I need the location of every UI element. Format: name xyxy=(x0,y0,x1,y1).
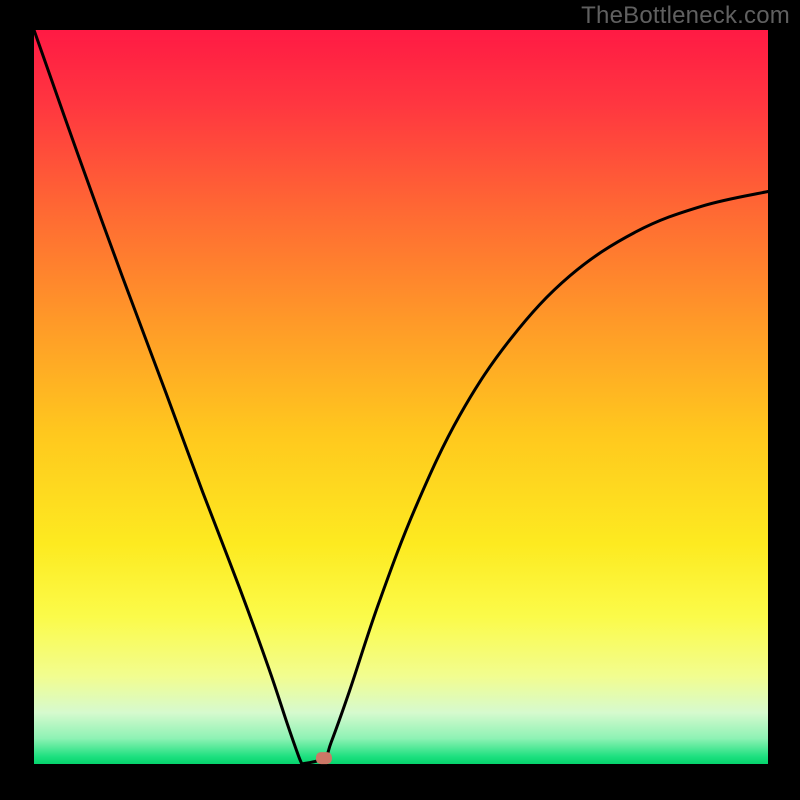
plot-background xyxy=(34,30,768,764)
vertex-marker xyxy=(316,752,332,764)
bottleneck-chart xyxy=(0,0,800,800)
watermark-text: TheBottleneck.com xyxy=(581,2,790,30)
chart-container: TheBottleneck.com xyxy=(0,0,800,800)
